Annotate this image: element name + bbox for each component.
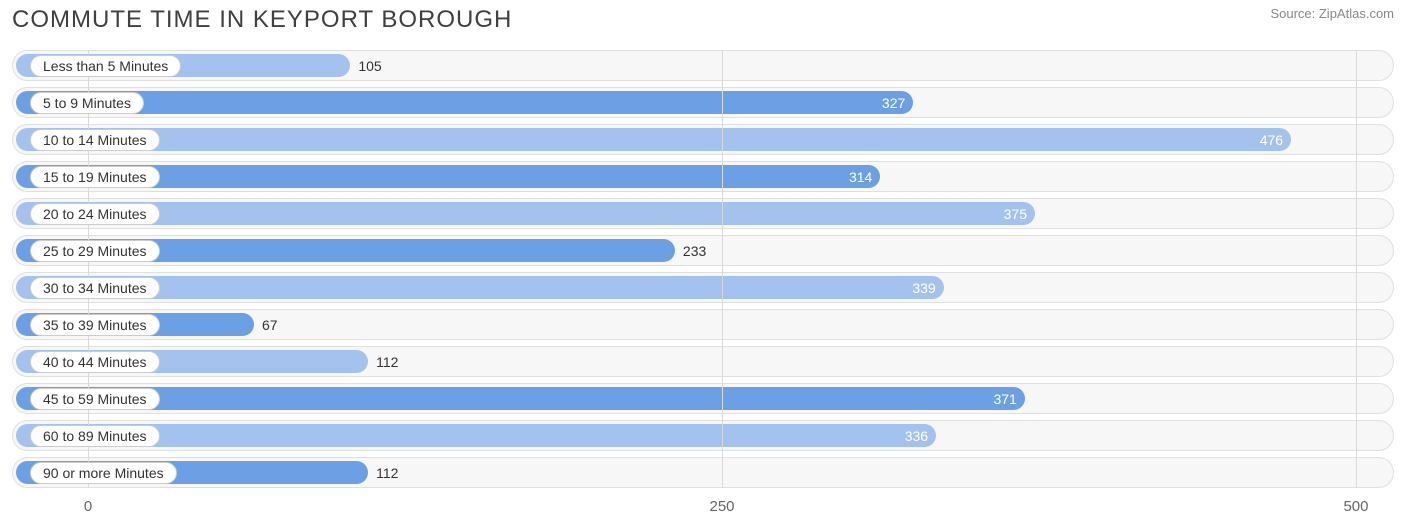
bar-row: Less than 5 Minutes 105	[12, 50, 1394, 81]
category-label: 20 to 24 Minutes	[30, 203, 160, 225]
bar-row: 25 to 29 Minutes 233	[12, 235, 1394, 266]
gridline	[1356, 50, 1357, 488]
bar-row: 60 to 89 Minutes 336	[12, 420, 1394, 451]
value-label: 105	[358, 58, 381, 74]
axis-tick-label: 0	[84, 498, 92, 515]
category-label: 30 to 34 Minutes	[30, 277, 160, 299]
value-label: 112	[376, 465, 398, 481]
value-label: 375	[1004, 206, 1027, 222]
commute-time-chart: COMMUTE TIME IN KEYPORT BOROUGH Source: …	[0, 0, 1406, 523]
bar-fill	[16, 202, 1035, 225]
bar-fill	[16, 128, 1291, 151]
category-label: 5 to 9 Minutes	[30, 92, 144, 114]
bar-row: 45 to 59 Minutes 371	[12, 383, 1394, 414]
bar-row: 90 or more Minutes 112	[12, 457, 1394, 488]
value-label: 233	[683, 243, 706, 259]
bar-row: 35 to 39 Minutes 67	[12, 309, 1394, 340]
chart-source: Source: ZipAtlas.com	[1270, 6, 1394, 21]
value-label: 314	[849, 169, 872, 185]
bar-fill	[16, 387, 1025, 410]
bar-row: 5 to 9 Minutes 327	[12, 87, 1394, 118]
gridline	[88, 50, 89, 488]
category-label: 10 to 14 Minutes	[30, 129, 160, 151]
chart-title: COMMUTE TIME IN KEYPORT BOROUGH	[12, 6, 512, 34]
bar-row: 20 to 24 Minutes 375	[12, 198, 1394, 229]
value-label: 112	[376, 354, 398, 370]
value-label: 371	[993, 391, 1016, 407]
category-label: 90 or more Minutes	[30, 462, 177, 484]
bar-row: 10 to 14 Minutes 476	[12, 124, 1394, 155]
value-label: 336	[905, 428, 928, 444]
bar-row: 15 to 19 Minutes 314	[12, 161, 1394, 192]
axis-tick-label: 500	[1343, 498, 1368, 515]
category-label: Less than 5 Minutes	[30, 55, 181, 77]
category-label: 25 to 29 Minutes	[30, 240, 160, 262]
value-label: 327	[882, 95, 905, 111]
value-label: 476	[1260, 132, 1283, 148]
category-label: 45 to 59 Minutes	[30, 388, 160, 410]
plot-area: Less than 5 Minutes 105 5 to 9 Minutes 327 1…	[12, 50, 1394, 488]
bars-container: Less than 5 Minutes 105 5 to 9 Minutes 327 1…	[12, 50, 1394, 488]
chart-header: COMMUTE TIME IN KEYPORT BOROUGH Source: …	[0, 0, 1406, 40]
axis-tick-label: 250	[710, 498, 735, 515]
bar-fill	[16, 91, 913, 114]
gridline	[722, 50, 723, 488]
category-label: 40 to 44 Minutes	[30, 351, 160, 373]
x-axis: 0 250 500	[12, 493, 1394, 515]
category-label: 60 to 89 Minutes	[30, 425, 160, 447]
category-label: 15 to 19 Minutes	[30, 166, 160, 188]
value-label: 67	[262, 317, 278, 333]
category-label: 35 to 39 Minutes	[30, 314, 160, 336]
value-label: 339	[912, 280, 935, 296]
bar-row: 40 to 44 Minutes 112	[12, 346, 1394, 377]
bar-row: 30 to 34 Minutes 339	[12, 272, 1394, 303]
